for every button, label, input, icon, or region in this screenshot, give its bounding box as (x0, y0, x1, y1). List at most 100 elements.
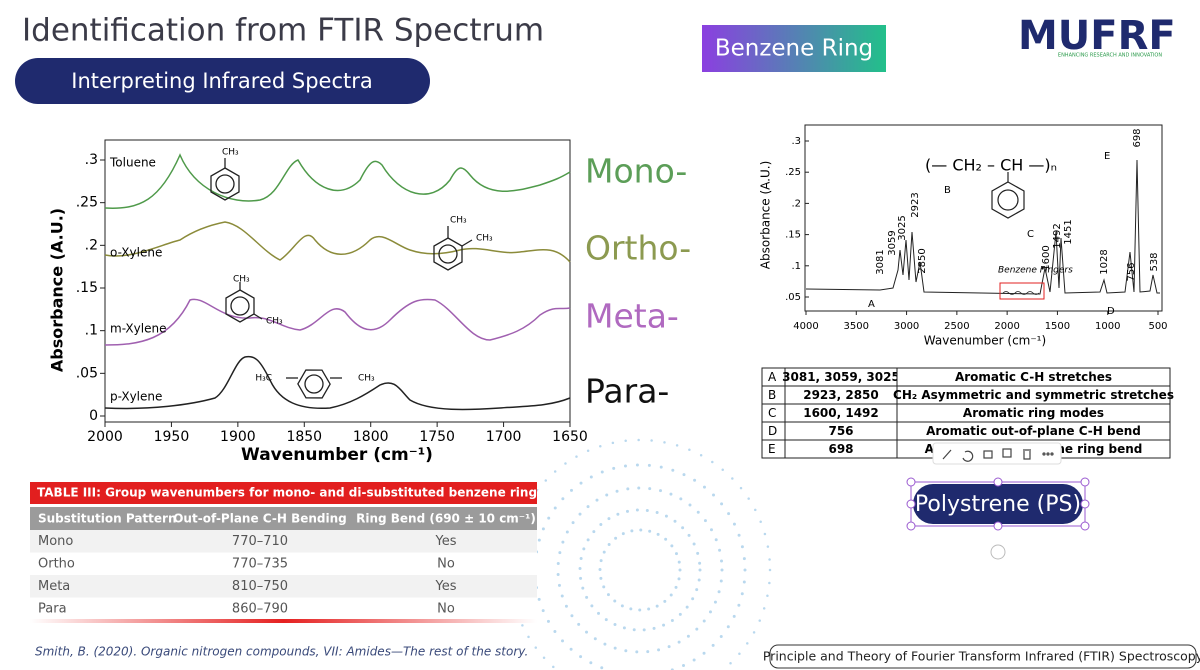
y-tick-label: .05 (785, 292, 801, 303)
row-bg (30, 575, 537, 598)
structure-label: CH₃ (266, 317, 283, 327)
polymer-button[interactable] (913, 484, 1083, 524)
cell-text: A (768, 370, 777, 384)
peak-label: 3081 (875, 249, 886, 274)
left-x-label: Wavenumber (cm⁻¹) (241, 445, 433, 465)
structure-label: H₃C (255, 374, 272, 384)
left-traces (104, 153, 571, 411)
cell-text: C (768, 406, 776, 420)
x-tick-label: 1650 (552, 429, 588, 445)
structure-label: CH₃ (358, 374, 375, 384)
y-tick-label: .3 (85, 152, 98, 168)
ps-trace (805, 159, 1160, 295)
right-y-label: Absorbance (A.U.) (759, 161, 773, 270)
left-plot-frame (104, 139, 571, 423)
citation: Smith, B. (2020). Organic nitrogen compo… (35, 645, 528, 659)
subtitle-pill (15, 58, 430, 104)
trace (104, 153, 571, 209)
peak-letter: A (868, 299, 875, 310)
cell-text: No (437, 602, 455, 617)
row-bg (30, 597, 537, 620)
y-tick-label: .05 (76, 365, 98, 381)
cell-text: 770–710 (232, 534, 288, 549)
cell-text: 3081, 3059, 3025 (782, 370, 900, 384)
peak-label: 698 (1132, 128, 1143, 147)
fingers-box (999, 282, 1045, 300)
left-structures (210, 158, 473, 399)
x-tick-label: 1950 (154, 429, 190, 445)
header-cell: Out-of-Plane C-H Bending (173, 512, 347, 526)
x-tick-label: 3000 (894, 321, 919, 332)
table-title-bg (30, 482, 537, 504)
peak-label: 2923 (910, 192, 921, 217)
cell-text: 810–750 (232, 579, 288, 594)
right-x-label: Wavenumber (cm⁻¹) (924, 334, 1046, 348)
button-text: Polystrene (PS) (915, 492, 1081, 517)
group-table: TABLE III: Group wavenumbers for mono- a… (30, 482, 544, 620)
peak-label: 1492 (1052, 223, 1063, 248)
logo: MUFRF (1018, 13, 1176, 59)
cell-text: D (768, 424, 777, 438)
peak-label: 1451 (1063, 219, 1074, 244)
cell-text: CH₂ Asymmetric and symmetric stretches (893, 388, 1174, 402)
structure-label: CH₃ (476, 234, 493, 244)
trace-name: o-Xylene (110, 246, 162, 260)
cell-text: Aromatic C-H stretches (955, 370, 1112, 384)
logo-tagline: ENHANCING RESEARCH AND INNOVATION (1058, 53, 1162, 59)
ps-ring (991, 172, 1025, 219)
peak-letter: D (1107, 306, 1115, 317)
x-tick-label: 2000 (87, 429, 123, 445)
title: Identification from FTIR Spectrum (22, 13, 544, 49)
cell-text: Mono (38, 534, 73, 549)
trace-tag: Ortho- (585, 229, 691, 268)
cell-text: 2923, 2850 (803, 388, 879, 402)
x-tick-label: 1000 (1095, 321, 1120, 332)
table-header-bg (30, 507, 537, 530)
cell-text: Aromatic out-of-plane C-H bend (926, 424, 1141, 438)
header-cell: Substitution Pattern (38, 512, 177, 526)
peak-label: 3059 (887, 230, 898, 255)
peak-label: 756 (1126, 262, 1137, 281)
cell-text: Meta (38, 579, 70, 594)
left-y-label: Absorbance (A.U.) (48, 208, 67, 372)
peak-label: 1028 (1099, 249, 1110, 274)
cell-text: Yes (435, 579, 457, 594)
decor-dots (508, 438, 772, 670)
rotate-handle[interactable] (990, 544, 1006, 560)
footer: Principle and Theory of Fourier Transfor… (763, 649, 1200, 664)
trace-tag: Meta- (585, 297, 679, 336)
peak-letter: C (1027, 229, 1034, 240)
table-underline (30, 619, 537, 623)
x-tick-label: 1900 (220, 429, 256, 445)
fingers (1002, 291, 1040, 295)
cell-text: Yes (435, 534, 457, 549)
structure-label: CH₃ (450, 216, 467, 226)
y-tick-label: .2 (85, 237, 98, 253)
y-tick-label: .15 (76, 280, 98, 296)
cell-text: 770–735 (232, 557, 288, 572)
trace (104, 355, 571, 411)
note: Benzene Fingers (998, 266, 1073, 276)
table-title: TABLE III: Group wavenumbers for mono- a… (37, 486, 544, 500)
x-tick-label: 1700 (486, 429, 522, 445)
peak-label: 1600 (1041, 245, 1052, 270)
trace-tag: Mono- (585, 152, 687, 191)
x-tick-label: 3500 (844, 321, 869, 332)
y-tick-label: .1 (85, 323, 98, 339)
toolbar[interactable] (932, 442, 1062, 465)
peak-letter: B (944, 185, 951, 196)
subtitle: Interpreting Infrared Spectra (71, 69, 372, 93)
cell-text: B (768, 388, 776, 402)
right-plot-frame (804, 124, 1163, 312)
y-tick-label: .15 (785, 230, 801, 241)
peak-label: 2850 (917, 248, 928, 273)
y-tick-label: .2 (791, 198, 801, 209)
structure-label: CH₃ (233, 275, 250, 285)
formula: (— CH₂ – CH —)ₙ (925, 156, 1057, 175)
cell-text: Aromatic ring modes (963, 406, 1104, 420)
trace (104, 221, 571, 263)
row-bg (30, 552, 537, 575)
x-tick-label: 1750 (419, 429, 455, 445)
